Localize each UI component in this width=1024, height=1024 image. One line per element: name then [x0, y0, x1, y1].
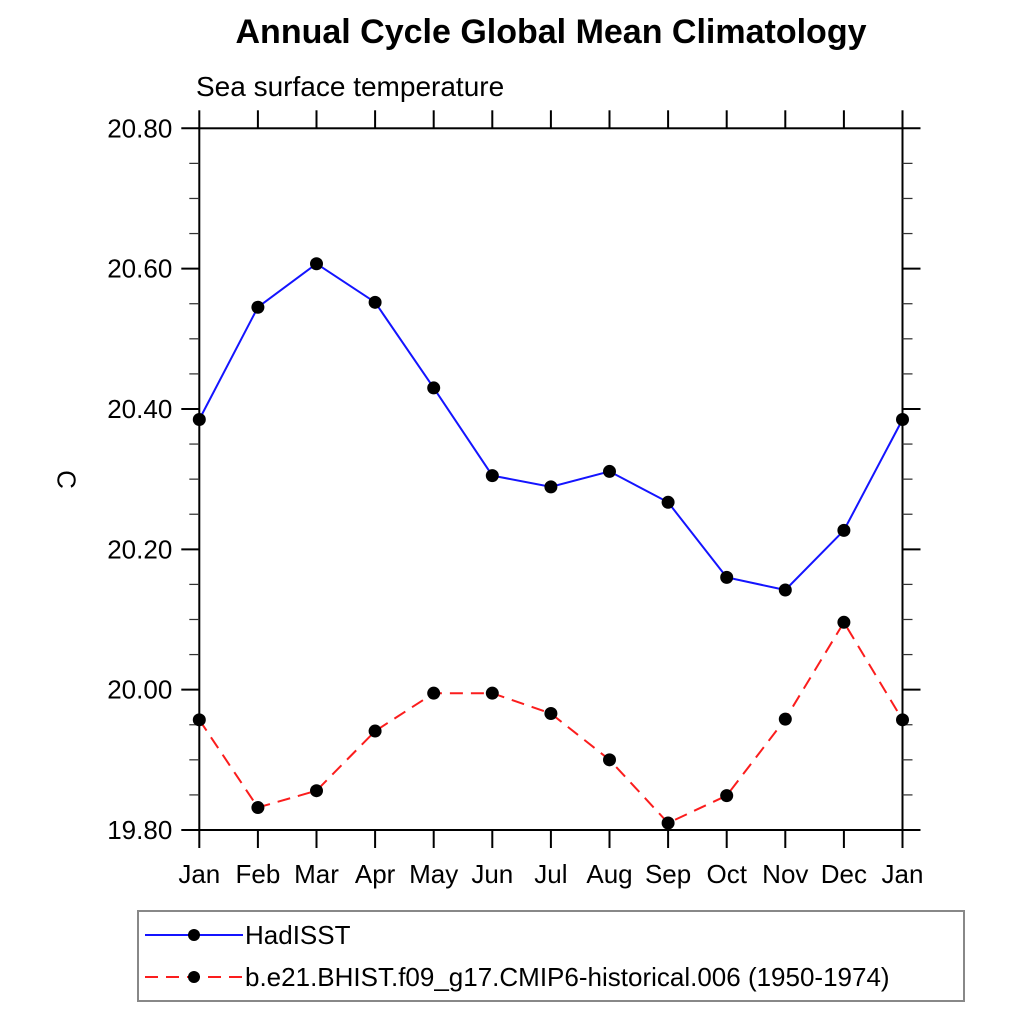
x-tick-label: Jul [534, 859, 567, 889]
legend-label-hadisst: HadISST [245, 919, 351, 950]
series-0-marker [603, 464, 616, 478]
series-0-marker [778, 583, 792, 597]
series-1-marker [368, 724, 382, 738]
x-tick-label: Jun [471, 859, 513, 889]
legend-line-sample-dashed [145, 971, 243, 984]
legend-item-model: b.e21.BHIST.f09_g17.CMIP6-historical.006… [139, 957, 963, 997]
x-tick-label: Sep [645, 859, 691, 889]
chart-title: Annual Cycle Global Mean Climatology [235, 13, 867, 51]
y-tick-label: 20.40 [107, 394, 172, 424]
series-0-marker [544, 480, 558, 494]
y-tick-label: 19.80 [107, 815, 172, 845]
series-0-marker [427, 381, 441, 395]
series-line-0 [198, 262, 904, 592]
legend-label-model: b.e21.BHIST.f09_g17.CMIP6-historical.006… [245, 962, 890, 993]
series-0-marker [368, 295, 382, 309]
series-0-marker [251, 300, 265, 314]
x-tick-label: Jan [882, 859, 924, 889]
legend-line-sample-solid [145, 928, 243, 941]
series-line-1 [198, 620, 904, 825]
series-1-marker [837, 615, 851, 629]
series-0-marker [661, 495, 675, 509]
series-0-marker [720, 570, 734, 584]
x-tick-label: Mar [294, 859, 339, 889]
series-1-marker [544, 707, 558, 721]
series-1-marker [192, 713, 206, 727]
series-0-marker [896, 413, 909, 427]
series-1-marker [661, 816, 675, 830]
x-tick-label: Nov [762, 859, 808, 889]
series-0-marker [837, 523, 851, 537]
plot-frame [198, 127, 904, 832]
legend-marker-dot-icon [188, 928, 200, 941]
x-tick-label: May [409, 859, 458, 889]
x-tick-label: Dec [821, 859, 867, 889]
x-tick-label: Oct [706, 859, 747, 889]
legend-item-hadisst: HadISST [139, 915, 963, 955]
y-tick-label: 20.00 [107, 675, 172, 705]
y-tick-label: 20.20 [107, 534, 172, 564]
series-1-marker [251, 801, 265, 815]
y-tick-label: 20.80 [107, 113, 172, 143]
chart-subtitle: Sea surface temperature [196, 71, 505, 102]
x-tick-label: Feb [235, 859, 280, 889]
x-tick-label: Apr [355, 859, 396, 889]
series-0-marker [192, 413, 206, 427]
series-1-marker [720, 789, 734, 803]
y-tick-label: 20.60 [107, 254, 172, 284]
series-1-marker [896, 713, 909, 727]
x-tick-label: Jan [178, 859, 220, 889]
legend-marker-dot-icon [188, 971, 200, 984]
series-1-marker [778, 712, 792, 726]
series-1-marker [485, 686, 499, 700]
series-1-marker [603, 753, 616, 767]
legend: HadISST b.e21.BHIST.f09_g17.CMIP6-histor… [137, 910, 965, 1002]
series-1-marker [310, 784, 323, 798]
series-1-marker [427, 686, 441, 700]
series-0-marker [310, 257, 323, 271]
series-0-marker [485, 469, 499, 483]
x-tick-label: Aug [586, 859, 632, 889]
